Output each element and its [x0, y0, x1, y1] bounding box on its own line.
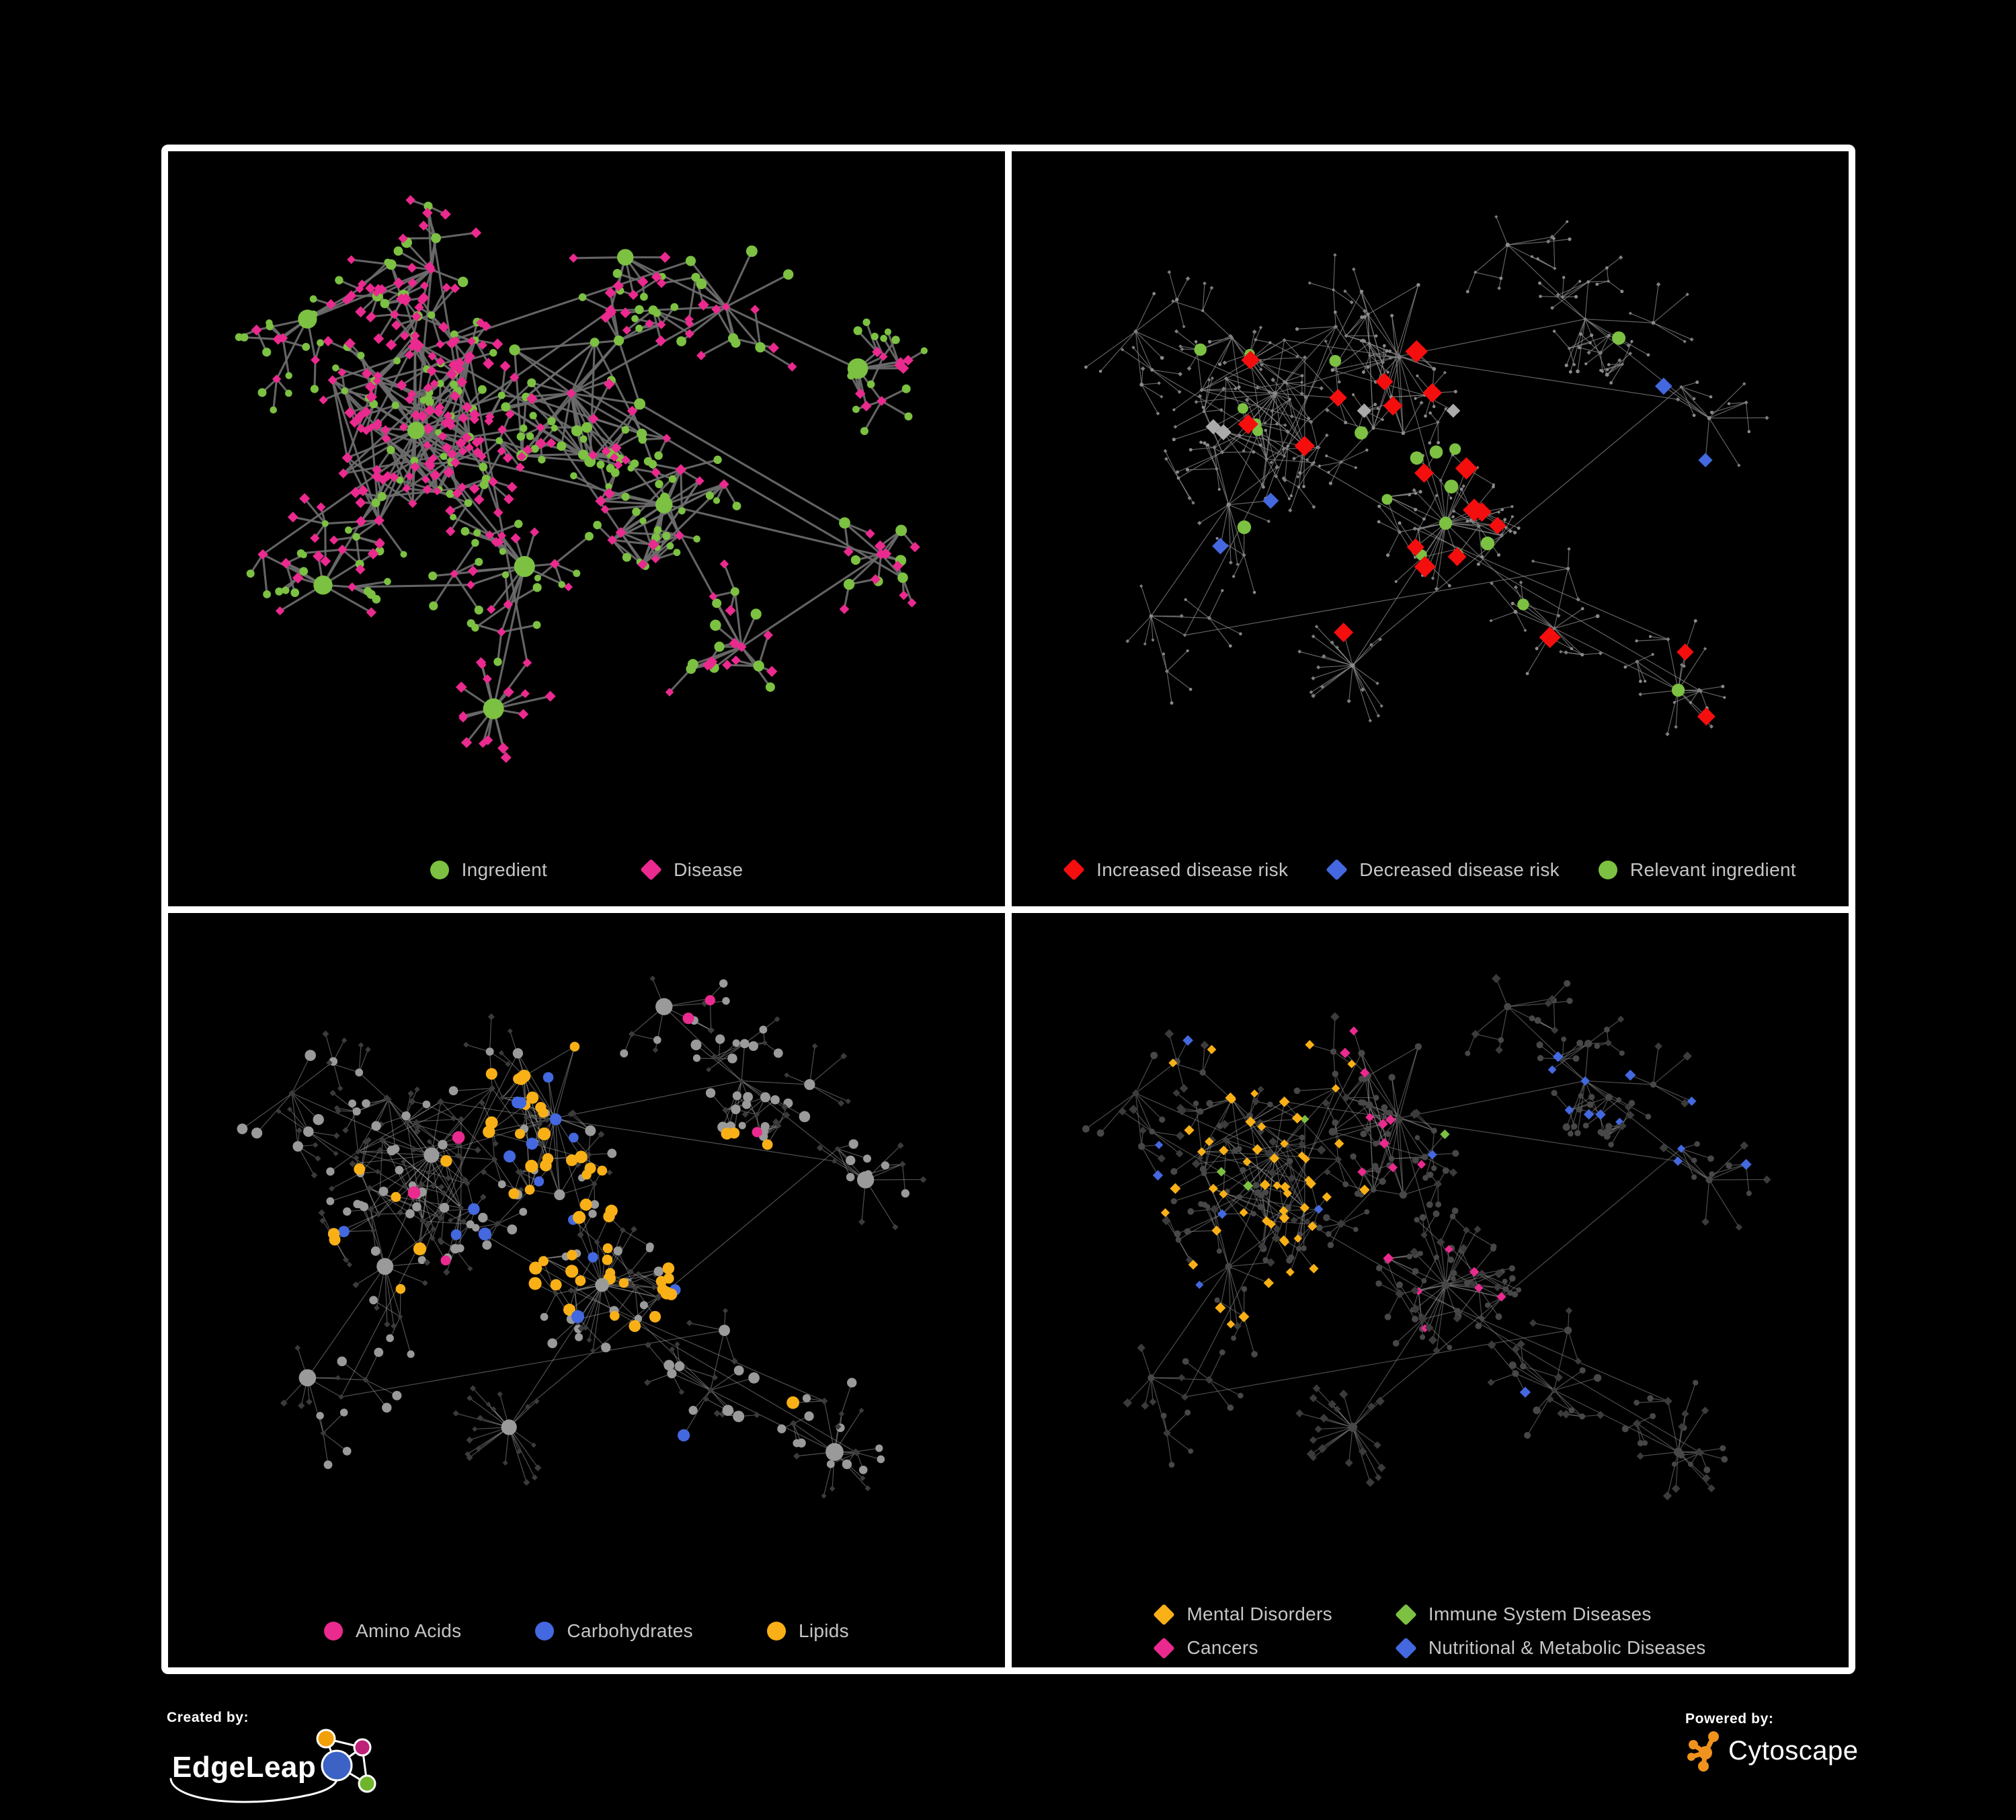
magenta-node [353, 1738, 372, 1757]
ingredient-circle-icon [430, 860, 449, 879]
legend-label: Cancers [1186, 1637, 1258, 1658]
legend-item-ingredient: Ingredient [430, 859, 548, 881]
lipids-circle-icon [766, 1622, 786, 1640]
legend-item-amino-acids: Amino Acids [324, 1620, 461, 1642]
immune-diseases-diamond-icon [1395, 1603, 1417, 1626]
network-graph-1 [235, 195, 928, 763]
legend-item-nutritional-metabolic: Nutritional & Metabolic Diseases [1395, 1636, 1706, 1659]
network-canvas-2 [1012, 151, 1849, 834]
legend-item-lipids: Lipids [766, 1620, 849, 1642]
legend-item-relevant-ingredient: Relevant ingredient [1598, 859, 1796, 881]
legend-label: Relevant ingredient [1629, 859, 1796, 880]
legend-item-cancers: Cancers [1153, 1636, 1332, 1659]
panel-disease-risk: Increased disease risk Decreased disease… [1012, 151, 1849, 906]
legend-label: Amino Acids [356, 1620, 462, 1641]
network-canvas-4 [1012, 913, 1849, 1595]
legend-panel-3: Amino Acids Carbohydrates Lipids [168, 1595, 1005, 1667]
panel-disease-classes: Mental Disorders Immune System Diseases … [1012, 912, 1849, 1667]
created-by-block: Created by: EdgeLeap [167, 1710, 389, 1813]
legend-item-mental-disorders: Mental Disorders [1153, 1603, 1332, 1626]
edgeleap-network-icon [316, 1729, 376, 1793]
cytoscape-wordmark: Cytoscape [1728, 1735, 1859, 1766]
decreased-risk-diamond-icon [1326, 859, 1348, 881]
network-graph-3 [237, 975, 927, 1499]
orange-node [316, 1729, 336, 1749]
powered-by-label: Powered by: [1685, 1711, 1774, 1727]
legend-label: Increased disease risk [1096, 859, 1289, 880]
legend-item-increased-risk: Increased disease risk [1063, 859, 1289, 881]
network-graph-2 [1084, 214, 1769, 737]
legend-panel-4: Mental Disorders Immune System Diseases … [1012, 1595, 1849, 1667]
legend-label: Carbohydrates [567, 1620, 693, 1641]
legend-label: Ingredient [461, 859, 548, 880]
network-canvas-3 [168, 913, 1005, 1595]
blue-node [321, 1749, 353, 1782]
legend-label: Nutritional & Metabolic Diseases [1428, 1637, 1706, 1658]
relevant-ingredient-circle-icon [1598, 860, 1617, 879]
panel-ingredient-classes: Amino Acids Carbohydrates Lipids [168, 912, 1005, 1667]
legend-label: Decreased disease risk [1359, 859, 1560, 880]
legend-label: Immune System Diseases [1428, 1604, 1652, 1624]
network-canvas-1 [168, 151, 1005, 834]
legend-panel-1: Ingredient Disease [168, 834, 1005, 906]
panel-ingredient-disease: Ingredient Disease [168, 151, 1005, 906]
increased-risk-diamond-icon [1063, 859, 1085, 881]
disease-diamond-icon [640, 859, 662, 881]
cytoscape-icon [1687, 1731, 1719, 1772]
amino-acids-circle-icon [324, 1622, 344, 1640]
legend-panel-2: Increased disease risk Decreased disease… [1012, 834, 1849, 906]
legend-item-carbohydrates: Carbohydrates [535, 1620, 693, 1642]
cancers-diamond-icon [1153, 1636, 1176, 1659]
mental-disorders-diamond-icon [1153, 1603, 1176, 1626]
created-by-label: Created by: [167, 1710, 249, 1725]
legend-label: Lipids [798, 1620, 849, 1641]
legend-item-disease: Disease [640, 859, 743, 881]
nutritional-metabolic-diamond-icon [1395, 1636, 1417, 1659]
panel-grid: Ingredient Disease Increased disease ris… [161, 145, 1855, 1674]
edgeleap-logo: EdgeLeap [169, 1729, 376, 1803]
edgeleap-wordmark: EdgeLeap [172, 1751, 316, 1784]
legend-item-immune-diseases: Immune System Diseases [1395, 1603, 1706, 1626]
edgeleap-swoosh [169, 1772, 338, 1803]
legend-label: Mental Disorders [1186, 1604, 1332, 1624]
carbohydrates-circle-icon [535, 1622, 555, 1640]
legend-label: Disease [674, 859, 743, 880]
green-node [358, 1774, 376, 1793]
powered-by-block: Powered by: Cytoscape [1685, 1711, 1858, 1772]
network-graph-4 [1082, 974, 1771, 1501]
legend-item-decreased-risk: Decreased disease risk [1326, 859, 1560, 881]
